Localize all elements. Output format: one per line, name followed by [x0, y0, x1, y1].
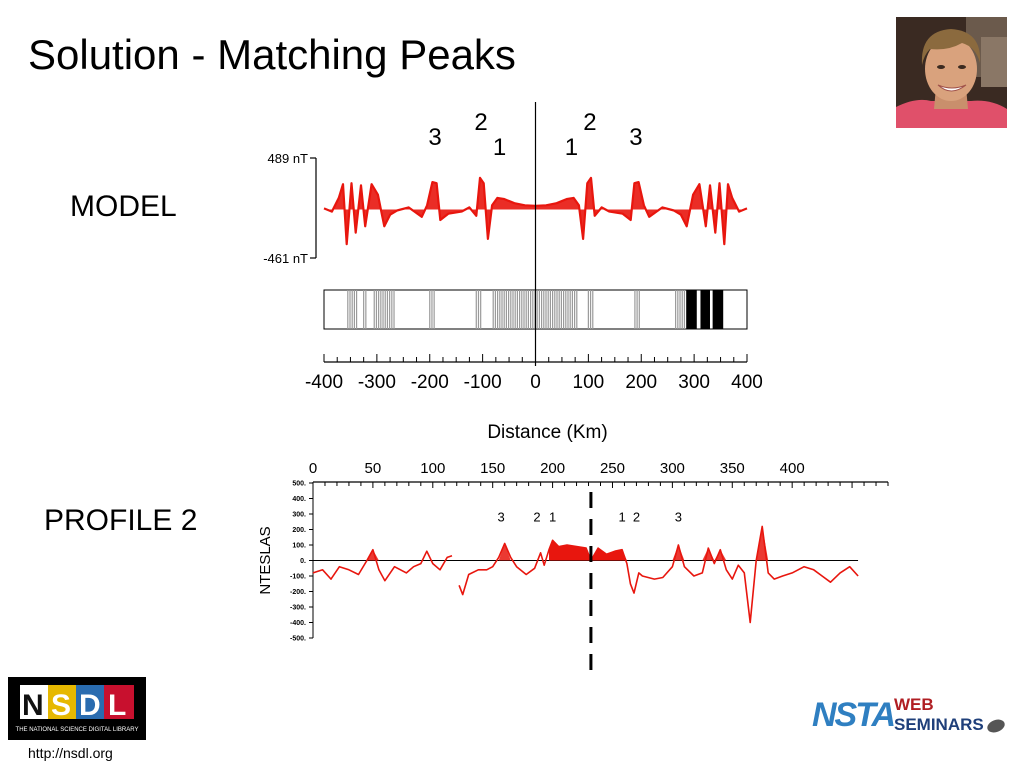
model-x-tick-label: -200 — [411, 372, 449, 393]
profile-y-tick-label: -100. — [290, 574, 306, 581]
profile-x-tick-label: 250 — [600, 460, 625, 477]
model-x-tick-label: 200 — [625, 372, 657, 393]
model-y-tick-label: -461 nT — [263, 251, 308, 266]
model-stripe — [700, 290, 710, 329]
nsdl-logo-graphic: N S D L THE NATIONAL SCIENCE DIGITAL LIB… — [16, 685, 139, 733]
profile-peak-fill — [498, 543, 511, 561]
model-x-tick-label: 400 — [731, 372, 763, 393]
profile-anomaly-line — [458, 525, 859, 624]
profile-peak-label: 1 — [549, 510, 556, 525]
nsdl-url-link[interactable]: http://nsdl.org — [28, 745, 113, 761]
model-x-tick-label: -100 — [464, 372, 502, 393]
svg-text:WEB: WEB — [894, 695, 934, 714]
profile-figure: 0 50 100 150 200 250 300 350 400 500. 400. 300. 200.… — [257, 460, 889, 672]
svg-text:D: D — [79, 689, 101, 722]
model-peak-label: 2 — [474, 109, 487, 136]
profile-peak-label: 3 — [675, 510, 682, 525]
model-peak-label: 3 — [428, 124, 441, 151]
profile-x-tick-label: 0 — [309, 460, 317, 477]
svg-text:SEMINARS: SEMINARS — [894, 715, 984, 734]
profile-x-tick-label: 100 — [420, 460, 445, 477]
model-x-tick-label: 100 — [573, 372, 605, 393]
model-stripe — [686, 290, 697, 329]
nsta-web-seminars-logo[interactable]: NSTA WEB SEMINARS — [812, 690, 1008, 736]
presenter-photo — [896, 17, 1007, 128]
profile-x-tick-label: 150 — [480, 460, 505, 477]
nsdl-logo[interactable]: N S D L THE NATIONAL SCIENCE DIGITAL LIB… — [8, 677, 146, 740]
profile-y-tick-label: 0. — [300, 558, 306, 565]
model-x-axis-title: Distance (Km) — [487, 422, 607, 443]
slide-title: Solution - Matching Peaks — [28, 31, 516, 78]
profile-y-tick-label: -200. — [290, 589, 306, 596]
model-x-tick-label: -400 — [305, 372, 343, 393]
model-y-tick-label: 489 nT — [268, 151, 309, 166]
model-label: MODEL — [70, 190, 177, 223]
model-x-tick-label: 300 — [678, 372, 710, 393]
nsdl-tagline: THE NATIONAL SCIENCE DIGITAL LIBRARY — [16, 727, 139, 733]
profile-x-tick-label: 50 — [365, 460, 382, 477]
model-x-tick-label: 0 — [530, 372, 541, 393]
profile-peak-label: 2 — [633, 510, 640, 525]
profile-y-tick-label: -400. — [290, 620, 306, 627]
profile-x-tick-label: 300 — [660, 460, 685, 477]
model-stripe — [712, 290, 724, 329]
svg-text:L: L — [108, 689, 126, 722]
profile-peak-label: 2 — [533, 510, 540, 525]
svg-text:S: S — [51, 689, 71, 722]
profile-label: PROFILE 2 — [44, 504, 198, 537]
svg-text:N: N — [22, 689, 44, 722]
model-peak-label: 2 — [583, 109, 596, 136]
profile-x-tick-label: 200 — [540, 460, 565, 477]
profile-y-tick-label: 100. — [292, 543, 306, 550]
model-peak-label: 3 — [629, 124, 642, 151]
profile-y-tick-label: 200. — [292, 527, 306, 534]
profile-peak-label: 1 — [618, 510, 625, 525]
profile-y-tick-label: 400. — [292, 496, 306, 503]
profile-peak-label: 3 — [497, 510, 504, 525]
profile-x-tick-label: 350 — [720, 460, 745, 477]
profile-x-tick-label: 400 — [780, 460, 805, 477]
model-peak-label: 1 — [565, 134, 578, 161]
svg-text:NSTA: NSTA — [812, 696, 894, 734]
profile-anomaly-line — [312, 548, 453, 582]
model-peak-label: 1 — [493, 134, 506, 161]
profile-y-tick-label: 300. — [292, 512, 306, 519]
model-x-tick-label: -300 — [358, 372, 396, 393]
profile-y-tick-label: -300. — [290, 605, 306, 612]
profile-y-axis-title: NTESLAS — [257, 526, 274, 594]
profile-y-tick-label: -500. — [290, 636, 306, 643]
profile-y-tick-label: 500. — [292, 481, 306, 488]
